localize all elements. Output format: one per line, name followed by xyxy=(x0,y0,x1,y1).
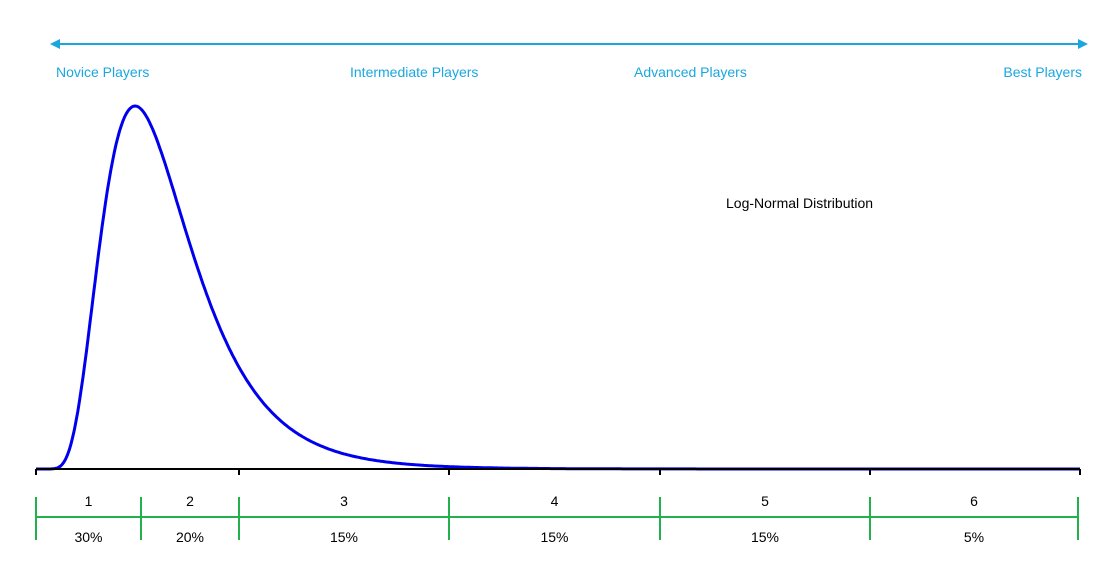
segment-share-3: 15% xyxy=(330,529,358,545)
segment-share-2: 20% xyxy=(176,529,204,545)
segment-number-1: 1 xyxy=(85,493,93,509)
intermediate-players-label: Intermediate Players xyxy=(350,64,478,80)
segment-share-6: 5% xyxy=(964,529,984,545)
segment-number-5: 5 xyxy=(761,493,769,509)
novice-players-label: Novice Players xyxy=(56,64,149,80)
chart-title: Log-Normal Distribution xyxy=(726,195,873,211)
segment-share-5: 15% xyxy=(751,529,779,545)
segment-bracket: 1 30% 2 20% 3 15% 4 15% 5 15% 6 5% xyxy=(35,493,1079,545)
segment-number-3: 3 xyxy=(340,493,348,509)
x-axis-ticks xyxy=(35,469,1081,475)
segment-share-1: 30% xyxy=(74,529,102,545)
best-players-label: Best Players xyxy=(1003,64,1082,80)
advanced-players-label: Advanced Players xyxy=(634,64,747,80)
segment-share-4: 15% xyxy=(540,529,568,545)
segment-number-2: 2 xyxy=(186,493,194,509)
distribution-curve xyxy=(36,104,1080,471)
segment-number-4: 4 xyxy=(551,493,559,509)
segment-number-6: 6 xyxy=(970,493,978,509)
